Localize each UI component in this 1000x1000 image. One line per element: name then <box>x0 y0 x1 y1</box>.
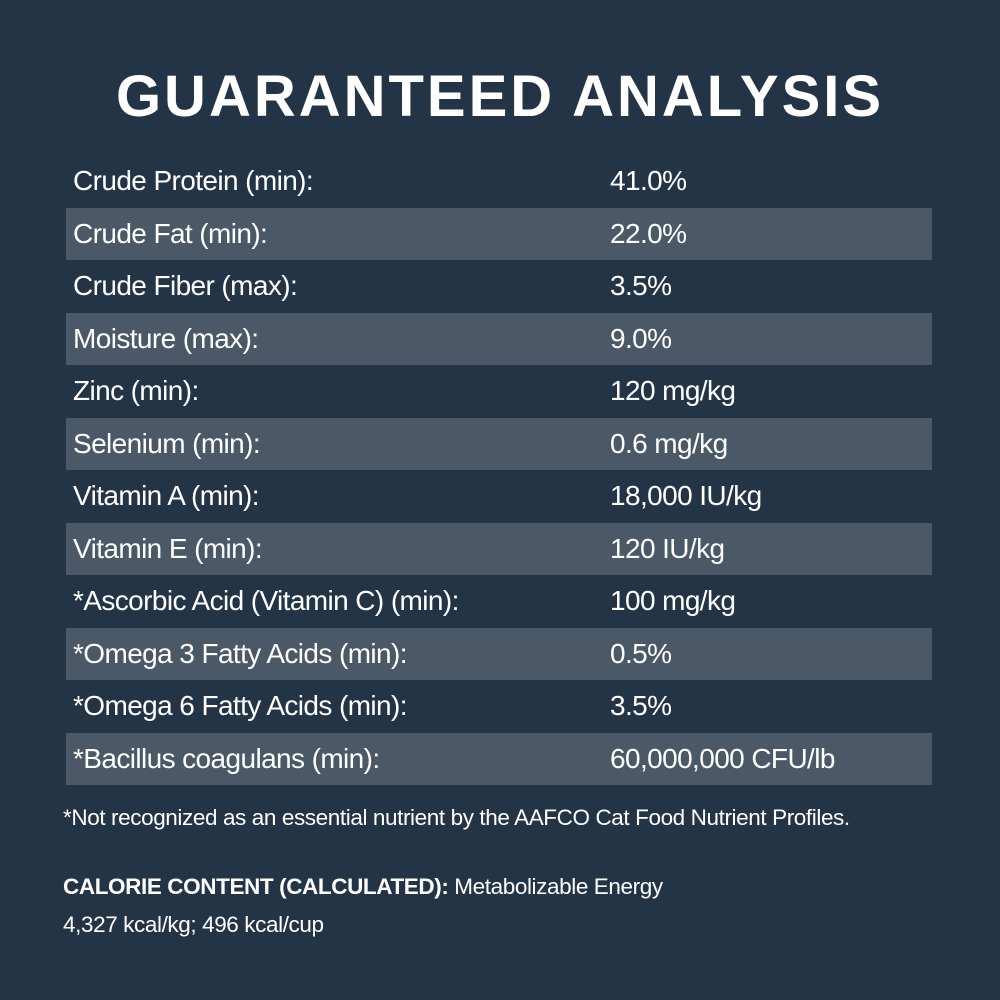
table-row: Crude Fat (min): 22.0% <box>66 207 932 260</box>
nutrient-label: Zinc (min): <box>73 375 199 407</box>
nutrient-value: 120 IU/kg <box>610 532 725 564</box>
nutrient-label: Vitamin E (min): <box>73 532 263 564</box>
table-row: *Omega 6 Fatty Acids (min): 3.5% <box>66 680 932 733</box>
table-row: Crude Protein (min): 41.0% <box>66 155 932 208</box>
page-title: GUARANTEED ANALYSIS <box>115 64 885 129</box>
table-row: Vitamin E (min): 120 IU/kg <box>66 522 932 575</box>
nutrient-label: Selenium (min): <box>73 427 261 459</box>
nutrient-value: 0.5% <box>610 637 672 669</box>
nutrient-value: 0.6 mg/kg <box>610 427 728 459</box>
nutrient-value: 3.5% <box>610 690 672 722</box>
nutrient-label: Crude Protein (min): <box>73 165 314 197</box>
nutrient-label: Vitamin A (min): <box>73 480 260 512</box>
table-row: *Bacillus coagulans (min): 60,000,000 CFU… <box>66 732 932 785</box>
nutrient-value: 9.0% <box>610 322 672 354</box>
nutrient-label: *Ascorbic Acid (Vitamin C) (min): <box>73 585 459 617</box>
table-row: Zinc (min): 120 mg/kg <box>66 365 932 418</box>
table-row: *Omega 3 Fatty Acids (min): 0.5% <box>66 627 932 680</box>
nutrient-value: 60,000,000 CFU/lb <box>610 742 835 774</box>
analysis-table: Crude Protein (min): 41.0% Crude Fat (min)… <box>66 155 932 785</box>
nutrient-label: *Bacillus coagulans (min): <box>73 742 380 774</box>
calorie-content: CALORIE CONTENT (CALCULATED): Metaboliza… <box>63 868 663 944</box>
nutrient-value: 22.0% <box>610 217 687 249</box>
calorie-values: 4,327 kcal/kg; 496 kcal/cup <box>63 912 324 937</box>
nutrient-label: Crude Fiber (max): <box>73 270 298 302</box>
nutrient-label: *Omega 3 Fatty Acids (min): <box>73 637 408 669</box>
table-row: Selenium (min): 0.6 mg/kg <box>66 417 932 470</box>
table-row: Vitamin A (min): 18,000 IU/kg <box>66 470 932 523</box>
nutrient-label: *Omega 6 Fatty Acids (min): <box>73 690 408 722</box>
nutrient-value: 100 mg/kg <box>610 585 736 617</box>
calorie-heading: CALORIE CONTENT (CALCULATED): <box>63 874 449 899</box>
table-row: Moisture (max): 9.0% <box>66 312 932 365</box>
nutrient-value: 18,000 IU/kg <box>610 480 762 512</box>
nutrient-value: 3.5% <box>610 270 672 302</box>
table-row: Crude Fiber (max): 3.5% <box>66 260 932 313</box>
nutrient-value: 120 mg/kg <box>610 375 736 407</box>
footnote: *Not recognized as an essential nutrient… <box>63 805 850 830</box>
calorie-text: Metabolizable Energy <box>454 874 663 899</box>
nutrient-label: Moisture (max): <box>73 322 259 354</box>
nutrient-label: Crude Fat (min): <box>73 217 268 249</box>
table-row: *Ascorbic Acid (Vitamin C) (min): 100 mg/… <box>66 575 932 628</box>
nutrient-value: 41.0% <box>610 165 687 197</box>
